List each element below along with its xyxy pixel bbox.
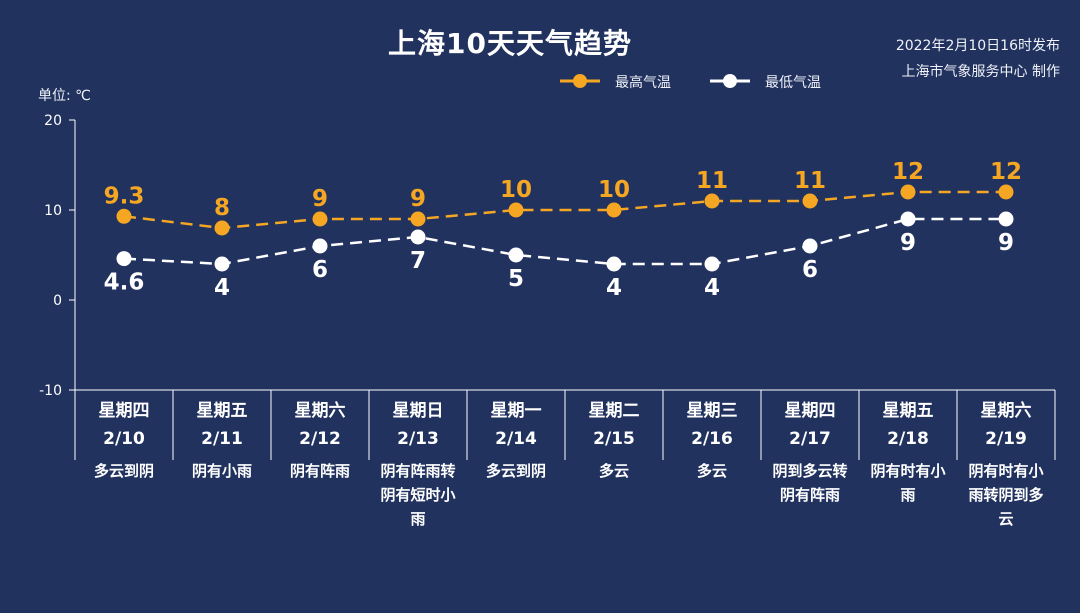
y-tick-label: 10 [44, 203, 62, 219]
weekday-label: 星期六 [980, 401, 1032, 421]
day-column: 星期三 2/16 多云 [663, 400, 761, 483]
weekday-label: 星期六 [294, 401, 346, 421]
publish-org: 上海市气象服务中心 制作 [901, 64, 1060, 80]
weather-label: 阴有阵雨转阴有短时小雨 [380, 462, 456, 528]
high-point [900, 184, 916, 200]
weather-label: 阴有小雨 [191, 462, 252, 480]
low-data-label: 6 [802, 257, 818, 283]
date-label: 2/13 [397, 429, 439, 449]
high-data-label: 9 [410, 186, 426, 212]
high-data-label: 10 [500, 177, 532, 203]
high-data-label: 12 [892, 159, 924, 185]
y-tick-label: 20 [44, 113, 62, 129]
weather-label: 多云 [598, 462, 629, 480]
day-column: 星期一 2/14 多云到阴 [467, 400, 565, 483]
high-point [214, 220, 230, 236]
high-data-label: 10 [598, 177, 630, 203]
low-point [802, 238, 818, 254]
day-column: 星期六 2/12 阴有阵雨 [271, 400, 369, 483]
day-column: 星期六 2/19 阴有时有小雨转阴到多云 [957, 400, 1055, 531]
unit-label: 单位: ℃ [38, 88, 91, 104]
high-data-label: 8 [214, 195, 230, 221]
legend-high-mark [560, 74, 600, 88]
day-column: 星期五 2/18 阴有时有小雨 [859, 400, 957, 507]
low-data-label: 4 [214, 275, 230, 301]
legend-dot [723, 74, 737, 88]
low-point [116, 251, 132, 267]
weekday-label: 星期一 [490, 401, 542, 421]
low-point [214, 256, 230, 272]
day-column: 星期四 2/10 多云到阴 [75, 400, 173, 483]
high-point [116, 208, 132, 224]
date-label: 2/18 [887, 429, 929, 449]
high-point [410, 211, 426, 227]
high-data-label: 9 [312, 186, 328, 212]
low-data-label: 5 [508, 266, 524, 292]
date-label: 2/16 [691, 429, 733, 449]
high-data-label: 12 [990, 159, 1022, 185]
high-point [704, 193, 720, 209]
high-data-label: 11 [696, 168, 728, 194]
weather-label: 阴有阵雨 [289, 462, 350, 480]
publish-date: 2022年2月10日16时发布 [895, 38, 1060, 54]
date-label: 2/19 [985, 429, 1027, 449]
weather-label: 阴到多云转阴有阵雨 [772, 462, 848, 504]
date-label: 2/17 [789, 429, 831, 449]
legend-low-label: 最低气温 [765, 75, 821, 91]
high-data-label: 11 [794, 168, 826, 194]
day-column: 星期四 2/17 阴到多云转阴有阵雨 [761, 400, 859, 507]
high-point [606, 202, 622, 218]
weekday-label: 星期日 [392, 401, 444, 421]
y-tick-label: -10 [39, 383, 62, 399]
high-data-label: 9.3 [104, 183, 145, 209]
date-label: 2/12 [299, 429, 341, 449]
date-label: 2/14 [495, 429, 537, 449]
low-data-label: 7 [410, 248, 426, 274]
high-point [312, 211, 328, 227]
low-point [606, 256, 622, 272]
low-point [508, 247, 524, 263]
weekday-label: 星期二 [588, 401, 640, 421]
weather-label: 多云到阴 [485, 462, 546, 480]
y-tick-label: 0 [53, 293, 62, 309]
low-data-label: 9 [998, 230, 1014, 256]
weather-label: 多云 [696, 462, 727, 480]
low-point [998, 211, 1014, 227]
low-data-label: 4.6 [104, 270, 145, 296]
date-label: 2/10 [103, 429, 145, 449]
low-data-label: 6 [312, 257, 328, 283]
legend-dot [573, 74, 587, 88]
high-point [998, 184, 1014, 200]
weekday-label: 星期五 [196, 401, 248, 421]
high-point [802, 193, 818, 209]
high-point [508, 202, 524, 218]
series-line-high [123, 190, 1006, 230]
weather-label: 阴有时有小雨转阴到多云 [968, 462, 1044, 528]
low-point [410, 229, 426, 245]
low-data-label: 9 [900, 230, 916, 256]
weekday-label: 星期四 [98, 401, 150, 421]
low-data-label: 4 [606, 275, 622, 301]
legend-low-mark [710, 74, 750, 88]
weekday-label: 星期三 [686, 401, 738, 421]
low-point [312, 238, 328, 254]
legend-high-label: 最高气温 [615, 75, 671, 91]
series-line-low [123, 217, 1006, 266]
weekday-label: 星期五 [882, 401, 934, 421]
date-label: 2/11 [201, 429, 243, 449]
date-label: 2/15 [593, 429, 635, 449]
weekday-label: 星期四 [784, 401, 836, 421]
chart-title: 上海10天天气趋势 [388, 27, 632, 60]
low-data-label: 4 [704, 275, 720, 301]
day-column: 星期五 2/11 阴有小雨 [173, 400, 271, 483]
low-point [900, 211, 916, 227]
day-column: 星期日 2/13 阴有阵雨转阴有短时小雨 [369, 400, 467, 531]
weather-label: 多云到阴 [93, 462, 154, 480]
weather-label: 阴有时有小雨 [870, 462, 946, 504]
low-point [704, 256, 720, 272]
day-column: 星期二 2/15 多云 [565, 400, 663, 483]
